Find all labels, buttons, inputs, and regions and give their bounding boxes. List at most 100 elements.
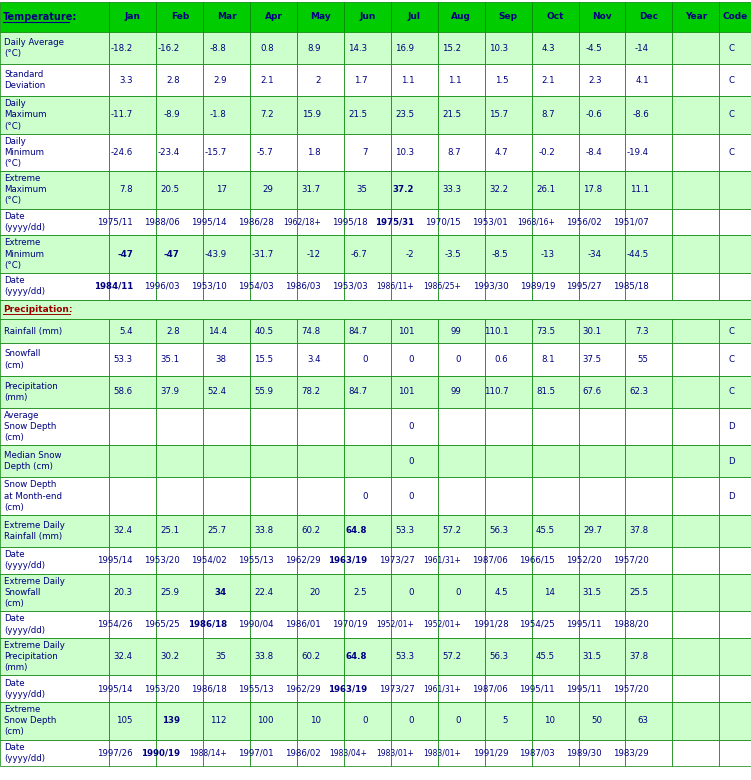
Bar (0, 64, 110, 96)
Bar (0, 32, 110, 64)
Text: -44.5: -44.5 (626, 250, 649, 259)
Bar (156, 236, 204, 273)
Bar (626, 236, 672, 273)
Bar (0, 133, 110, 171)
Bar (532, 376, 578, 408)
Bar (204, 96, 250, 133)
Bar (250, 96, 297, 133)
Bar (532, 171, 578, 208)
Bar (391, 273, 438, 300)
Text: Extreme Daily
Precipitation
(mm): Extreme Daily Precipitation (mm) (4, 641, 65, 672)
Text: Daily
Minimum
(°C): Daily Minimum (°C) (4, 136, 44, 168)
Bar (297, 675, 344, 702)
Bar (204, 32, 250, 64)
Text: 0.8: 0.8 (260, 44, 273, 52)
Bar (297, 477, 344, 515)
Bar (344, 408, 391, 445)
Bar (626, 408, 672, 445)
Bar (297, 2, 344, 32)
Bar (297, 515, 344, 547)
Text: 84.7: 84.7 (348, 387, 367, 396)
Text: 3.4: 3.4 (307, 355, 321, 364)
Bar (156, 611, 204, 638)
Text: 1995/14: 1995/14 (191, 218, 227, 226)
Text: 99: 99 (451, 327, 461, 335)
Text: 15.7: 15.7 (489, 111, 508, 119)
Text: 1.5: 1.5 (494, 76, 508, 85)
Bar (297, 702, 344, 739)
Bar (626, 445, 672, 477)
Bar (110, 477, 156, 515)
Bar (250, 273, 297, 300)
Bar (297, 208, 344, 236)
Text: 1991/28: 1991/28 (472, 620, 508, 629)
Bar (626, 547, 672, 573)
Bar (250, 2, 297, 32)
Bar (484, 208, 532, 236)
Bar (532, 408, 578, 445)
Text: 1995/11: 1995/11 (566, 620, 602, 629)
Bar (672, 573, 719, 611)
Text: 1954/03: 1954/03 (238, 282, 273, 291)
Bar (250, 445, 297, 477)
Text: 55: 55 (638, 355, 649, 364)
Text: 37.5: 37.5 (583, 355, 602, 364)
Text: 1954/26: 1954/26 (97, 620, 133, 629)
Bar (719, 477, 750, 515)
Bar (719, 208, 750, 236)
Bar (250, 408, 297, 445)
Text: 56.3: 56.3 (489, 526, 508, 535)
Bar (391, 133, 438, 171)
Text: 1.1: 1.1 (401, 76, 415, 85)
Bar (204, 547, 250, 573)
Bar (250, 319, 297, 343)
Text: Precipitation:: Precipitation: (3, 305, 73, 314)
Text: 64.8: 64.8 (346, 526, 367, 535)
Text: 53.3: 53.3 (113, 355, 133, 364)
Bar (110, 273, 156, 300)
Bar (156, 2, 204, 32)
Text: 1963/19: 1963/19 (328, 684, 367, 693)
Bar (719, 236, 750, 273)
Text: 64.8: 64.8 (346, 652, 367, 661)
Text: 1986/02: 1986/02 (285, 749, 321, 757)
Bar (156, 32, 204, 64)
Bar (110, 408, 156, 445)
Bar (344, 273, 391, 300)
Text: -11.7: -11.7 (110, 111, 133, 119)
Text: 2.5: 2.5 (354, 588, 367, 597)
Text: -19.4: -19.4 (627, 148, 649, 157)
Bar (391, 515, 438, 547)
Bar (672, 675, 719, 702)
Text: 1953/10: 1953/10 (191, 282, 227, 291)
Bar (250, 343, 297, 376)
Bar (110, 547, 156, 573)
Bar (0, 445, 110, 477)
Bar (672, 343, 719, 376)
Text: Aug: Aug (451, 12, 471, 22)
Bar (344, 236, 391, 273)
Text: 11.1: 11.1 (630, 186, 649, 194)
Text: 53.3: 53.3 (395, 652, 415, 661)
Bar (626, 171, 672, 208)
Bar (532, 573, 578, 611)
Text: 0: 0 (409, 716, 415, 725)
Bar (719, 638, 750, 675)
Bar (250, 208, 297, 236)
Text: 58.6: 58.6 (113, 387, 133, 396)
Bar (532, 319, 578, 343)
Text: Code: Code (722, 12, 747, 22)
Text: 14.3: 14.3 (348, 44, 367, 52)
Text: 8.1: 8.1 (541, 355, 555, 364)
Bar (719, 32, 750, 64)
Bar (672, 376, 719, 408)
Text: 7.8: 7.8 (119, 186, 133, 194)
Bar (344, 133, 391, 171)
Text: 1962/29: 1962/29 (285, 684, 321, 693)
Bar (719, 171, 750, 208)
Text: 139: 139 (161, 716, 179, 725)
Bar (391, 171, 438, 208)
Bar (672, 319, 719, 343)
Bar (484, 702, 532, 739)
Text: -31.7: -31.7 (252, 250, 273, 259)
